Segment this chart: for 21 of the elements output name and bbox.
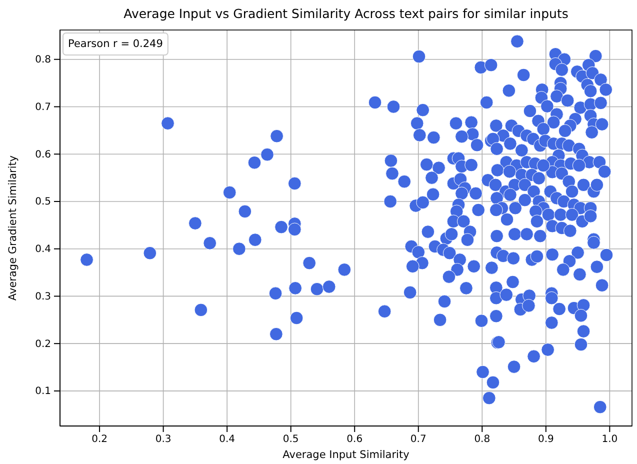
y-tick-label: 0.2: [35, 338, 51, 350]
x-tick-label: 0.7: [410, 434, 426, 446]
y-tick-label: 0.7: [35, 102, 51, 113]
y-tick-label: 0.5: [35, 196, 51, 208]
x-tick-label: 0.5: [282, 434, 299, 446]
y-tick-label: 0.1: [35, 386, 51, 398]
y-tick-label: 0.4: [35, 244, 51, 256]
y-tick-label: 0.3: [35, 291, 51, 302]
x-tick-label: 0.4: [219, 434, 236, 446]
x-tick-label: 0.8: [474, 434, 490, 446]
y-tick-label: 0.8: [35, 54, 51, 66]
x-tick-label: 0.3: [155, 434, 172, 446]
x-tick-label: 0.9: [538, 434, 554, 446]
chart-title: Average Input vs Gradient Similarity Across text pairs for similar inputs: [124, 6, 568, 21]
annotation: Pearson r = 0.249: [68, 38, 163, 50]
x-axis-title: Average Input Similarity: [282, 449, 410, 461]
y-tick-label: 0.6: [35, 149, 51, 160]
x-tick-label: 0.6: [346, 434, 363, 446]
x-tick-label: 0.2: [92, 434, 108, 446]
y-axis-title: Average Gradient Similarity: [7, 155, 19, 301]
x-tick-label: 1.0: [602, 434, 618, 446]
